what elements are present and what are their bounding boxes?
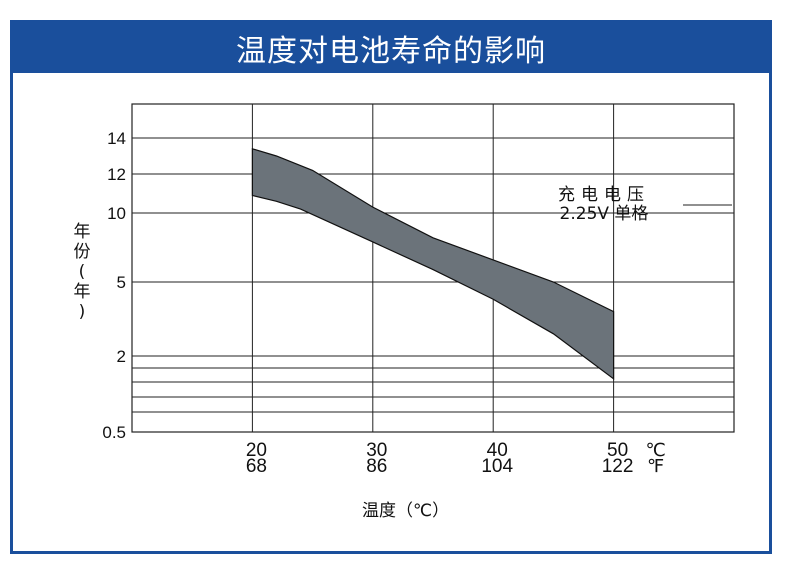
y-tick-label: 2 xyxy=(117,347,126,366)
charge-voltage-annotation: 充电电压 2.25V 单格 xyxy=(558,186,650,224)
annotation-line2: 2.25V 单格 xyxy=(559,204,649,224)
chart-title: 温度对电池寿命的影响 xyxy=(13,23,769,73)
x-tick-label-f: 122 xyxy=(602,456,634,477)
x-tick-label-c: 40 xyxy=(487,440,508,461)
x-tick-label-c: 20 xyxy=(246,440,267,461)
y-tick-label: 5 xyxy=(117,273,126,292)
battery-life-band xyxy=(251,147,615,380)
y-tick-label: 10 xyxy=(107,204,126,223)
annotation-line1: 充电电压 xyxy=(558,185,650,205)
chart-frame: 温度对电池寿命的影响 xyxy=(10,20,772,554)
x-tick-label-c: 30 xyxy=(366,440,387,461)
y-tick-label: 0.5 xyxy=(102,423,126,442)
x-tick-label-f: 104 xyxy=(481,456,513,477)
x-axis-label: 温度（℃） xyxy=(362,501,450,521)
x-tick-label-f: 86 xyxy=(366,456,387,477)
y-axis-label: 年份(年) xyxy=(73,222,91,322)
unit-fahrenheit: ℉ xyxy=(647,456,664,477)
y-tick-label: 14 xyxy=(107,129,126,148)
plot-frame xyxy=(131,103,735,433)
x-tick-label-f: 68 xyxy=(246,456,267,477)
y-tick-label: 12 xyxy=(107,165,126,184)
x-tick-label-c: 50 xyxy=(607,440,628,461)
unit-celsius: ℃ xyxy=(645,440,665,461)
